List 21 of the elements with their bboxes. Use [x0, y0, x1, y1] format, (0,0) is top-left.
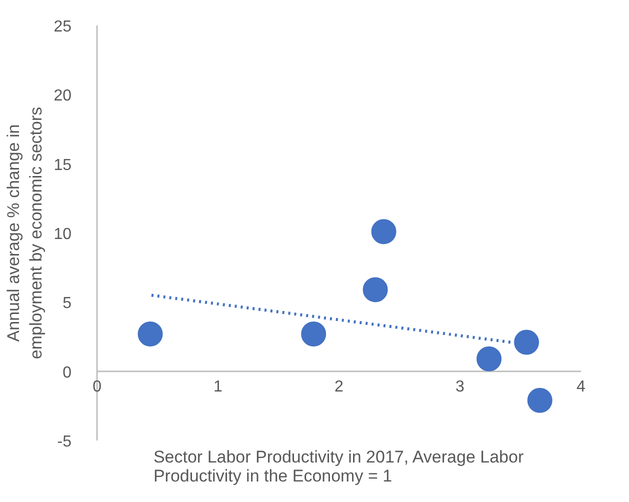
x-tick-label: 4	[576, 378, 586, 396]
point	[527, 388, 552, 413]
x-tick-label: 0	[92, 378, 102, 396]
point	[138, 322, 163, 346]
x-tick-label: 1	[214, 378, 223, 396]
y-tick-label: -5	[57, 434, 72, 450]
y-tick-label: 5	[62, 295, 72, 312]
point	[371, 219, 396, 244]
x-tick-label: 2	[334, 378, 344, 396]
x-tick-label: 3	[456, 378, 465, 396]
point	[301, 322, 326, 346]
point	[514, 330, 540, 355]
point	[362, 277, 388, 302]
point	[476, 346, 502, 372]
y-tick-label: 20	[54, 88, 72, 105]
y-tick-label: 25	[54, 18, 72, 36]
y-axis-title: Annual average % change in employment by economic sectors	[4, 106, 46, 360]
x-axis-title: Sector Labor Productivity in 2017, Average Labor Productivity in the Economy = 1	[153, 448, 524, 486]
y-tick-label: 15	[54, 156, 72, 174]
y-tick-label: 10	[54, 226, 72, 243]
y-tick-label: 0	[62, 364, 72, 382]
